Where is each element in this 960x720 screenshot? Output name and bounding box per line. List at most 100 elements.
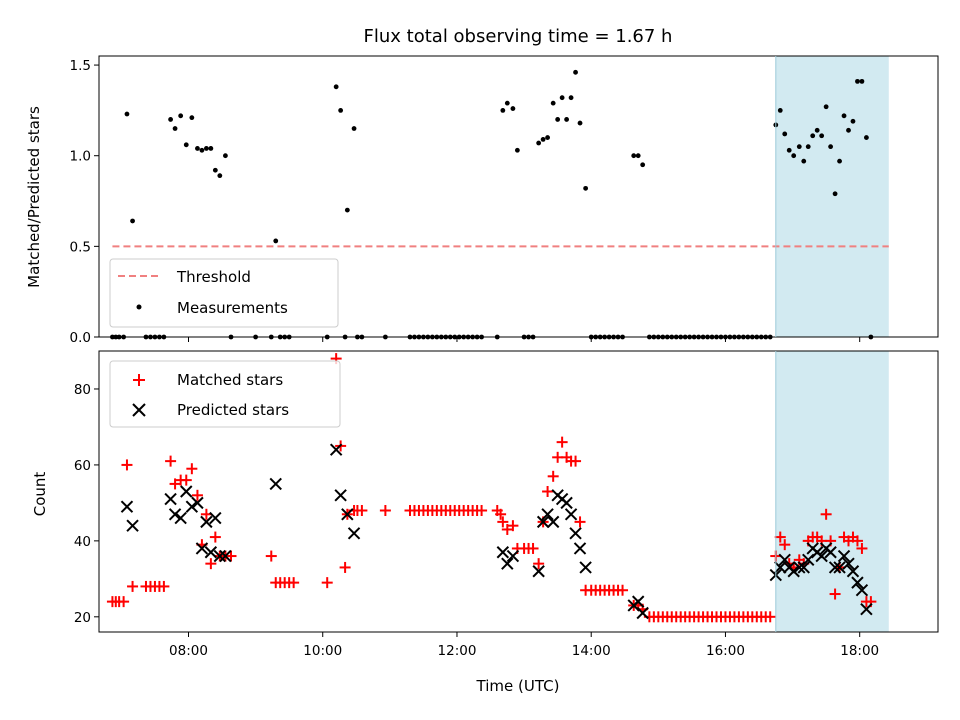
matched-star-point xyxy=(617,584,629,596)
measurement-point xyxy=(130,218,135,224)
predicted-star-point xyxy=(506,549,520,563)
predicted-star-point xyxy=(209,511,222,525)
predicted-star-point xyxy=(269,477,282,491)
x-tick-label: 18:00 xyxy=(840,643,879,659)
measurement-point xyxy=(351,126,357,131)
matched-star-point xyxy=(507,520,519,532)
matched-star-point xyxy=(542,486,554,497)
matched-star-point xyxy=(339,561,351,573)
predicted-star-point xyxy=(195,542,209,555)
measurement-point xyxy=(828,144,834,150)
matched-star-point xyxy=(180,474,192,486)
matched-star-point xyxy=(774,531,786,543)
matched-star-point xyxy=(191,489,203,501)
measurement-point xyxy=(631,153,637,159)
y-tick-label: 80 xyxy=(74,382,91,398)
x-axis-label: Time (UTC) xyxy=(476,677,560,695)
matched-star-point xyxy=(764,611,776,623)
measurement-point xyxy=(189,115,195,121)
measurement-point xyxy=(124,111,130,117)
y-tick-label: 40 xyxy=(74,534,91,550)
matched-star-point xyxy=(127,580,139,592)
matched-star-point xyxy=(856,542,868,554)
predicted-star-point xyxy=(341,508,354,521)
y-tick-label: 20 xyxy=(74,610,91,626)
predicted-star-point xyxy=(833,561,846,574)
measurement-point xyxy=(168,117,173,122)
measurement-point xyxy=(640,162,646,168)
ratio-axes-frame xyxy=(98,55,939,338)
measurement-point xyxy=(805,144,811,150)
measurement-point xyxy=(832,191,838,197)
matched-star-point xyxy=(476,504,488,516)
legend-threshold-label: Threshold xyxy=(176,268,251,286)
predicted-star-point xyxy=(347,527,361,540)
measurement-point xyxy=(782,131,788,137)
y-tick-label: 1.5 xyxy=(70,58,91,74)
predicted-star-point xyxy=(564,508,578,521)
measurement-point xyxy=(273,238,279,244)
count-legend: Matched stars Predicted stars xyxy=(109,360,341,428)
predicted-star-point xyxy=(496,546,510,559)
x-tick-label: 14:00 xyxy=(572,643,611,659)
count-legend-box xyxy=(109,360,341,428)
measurement-point xyxy=(195,146,200,151)
predicted-star-point xyxy=(174,511,187,525)
predicted-star-point xyxy=(546,515,560,529)
legend-matched-swatch xyxy=(133,374,145,386)
matched-star-point xyxy=(556,436,568,448)
measurement-point xyxy=(212,167,218,173)
predicted-star-point xyxy=(204,546,218,559)
matched-star-point xyxy=(165,455,177,467)
measurement-point xyxy=(338,107,344,113)
measurement-point xyxy=(583,185,589,191)
measurement-point xyxy=(333,84,339,90)
ratio-legend-box xyxy=(109,258,339,328)
measurement-point xyxy=(540,136,546,142)
matched-star-point xyxy=(265,550,277,562)
ratio-panel: 0.0 0.5 1.0 1.5 Matched/Predicted stars Thr… xyxy=(25,55,939,346)
matched-star-point xyxy=(570,455,582,467)
measurement-point xyxy=(203,146,209,151)
count-y-axis-label: Count xyxy=(31,472,49,517)
predicted-star-point xyxy=(185,500,199,513)
x-tick-label: 16:00 xyxy=(706,643,745,659)
measurement-point xyxy=(568,95,574,101)
measurement-point xyxy=(837,158,842,164)
predicted-star-point xyxy=(120,500,134,513)
predicted-star-point xyxy=(213,549,227,563)
predicted-star-point xyxy=(560,496,573,510)
measurement-point xyxy=(514,147,520,153)
measurement-point xyxy=(555,117,561,122)
predicted-star-point xyxy=(631,595,645,608)
predicted-star-point xyxy=(168,508,182,521)
measurement-point xyxy=(801,158,807,164)
measurement-point xyxy=(855,78,860,84)
measurement-point xyxy=(841,113,847,119)
predicted-star-point xyxy=(636,606,649,620)
matched-star-point xyxy=(501,523,513,535)
predicted-star-point xyxy=(837,549,851,563)
x-tick-label: 10:00 xyxy=(303,643,342,659)
x-tick-label: 12:00 xyxy=(438,643,477,659)
measurement-point xyxy=(814,127,820,133)
predicted-star-point xyxy=(860,603,873,616)
matched-star-point xyxy=(574,516,586,528)
predicted-star-point xyxy=(501,557,514,570)
matched-star-point xyxy=(169,478,181,490)
predicted-star-point xyxy=(774,561,787,574)
legend-predicted-swatch xyxy=(132,403,146,417)
measurement-point xyxy=(344,207,350,213)
x-tick-label: 08:00 xyxy=(169,643,208,659)
matched-star-point xyxy=(829,588,841,600)
measurement-point xyxy=(573,69,578,75)
measurement-point xyxy=(777,107,783,113)
measurement-point xyxy=(183,142,189,148)
y-tick-label: 0.0 xyxy=(70,330,91,346)
predicted-star-point xyxy=(787,565,800,578)
matched-star-point xyxy=(209,531,221,543)
count-axes-frame xyxy=(98,350,939,633)
y-tick-label: 60 xyxy=(74,458,91,474)
matched-star-point xyxy=(200,508,212,520)
